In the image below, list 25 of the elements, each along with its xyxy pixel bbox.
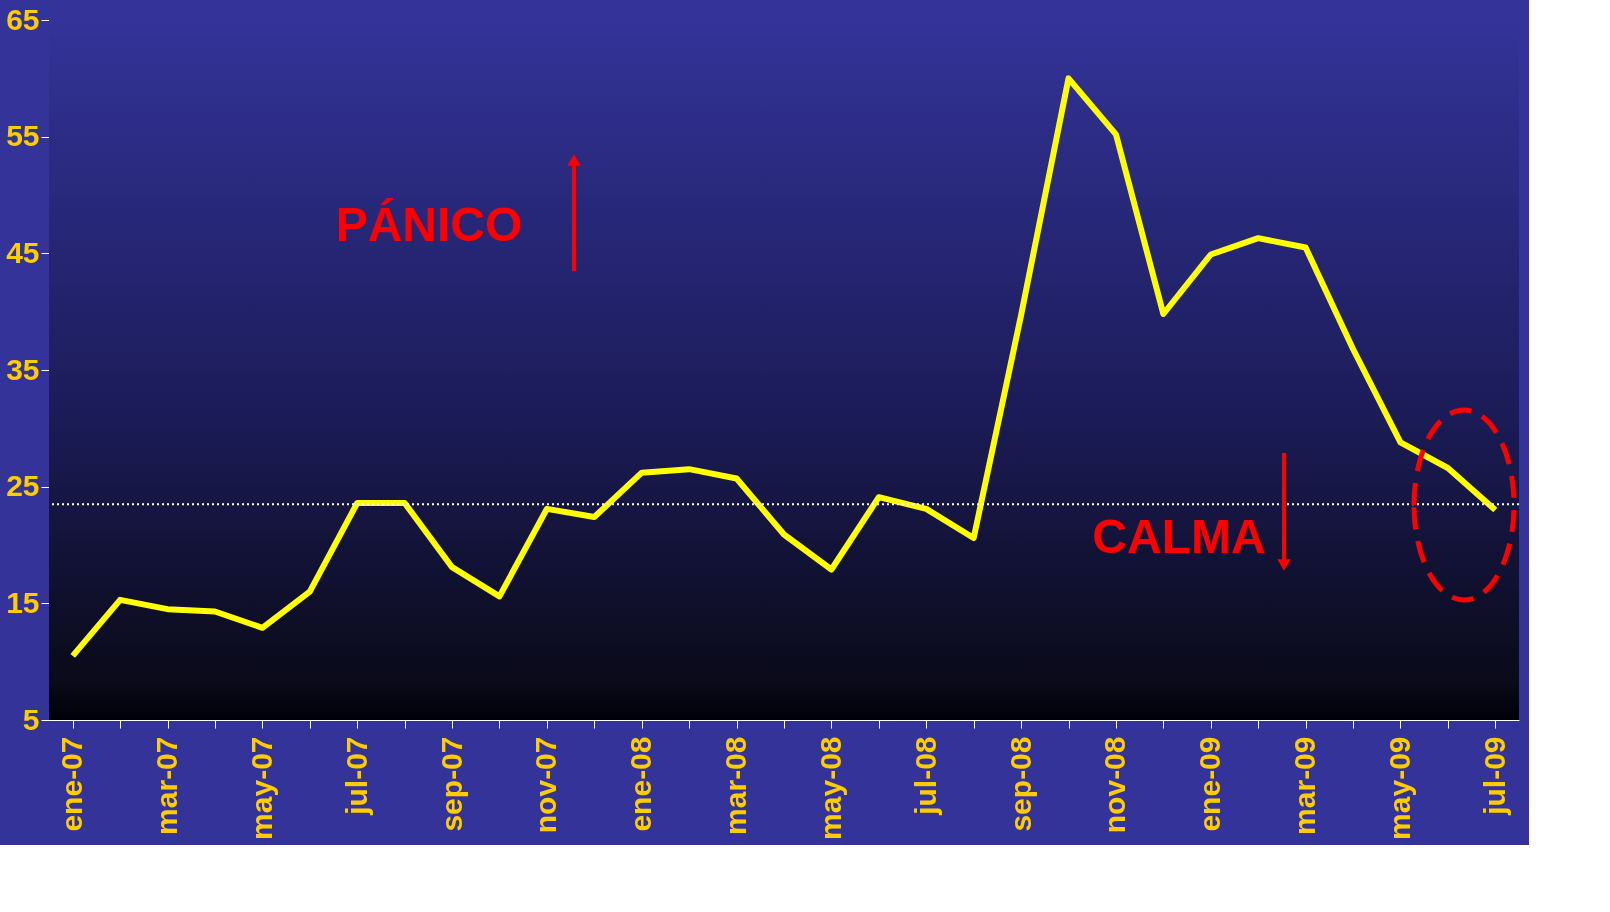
y-tick-label: 45 (6, 235, 40, 269)
x-tick-label: mar-09 (1288, 736, 1322, 835)
y-tick-label: 55 (6, 119, 40, 153)
x-tick-label: ene-07 (55, 736, 89, 832)
annotation: PÁNICO (335, 198, 523, 251)
x-tick-label: jul-09 (1477, 736, 1511, 816)
x-tick-label: sep-08 (1003, 736, 1037, 832)
x-tick-label: ene-08 (624, 736, 658, 832)
x-tick-label: ene-09 (1193, 736, 1227, 832)
x-tick-label: jul-08 (908, 736, 942, 816)
x-tick-label: mar-07 (150, 736, 184, 835)
x-tick-label: nov-07 (529, 736, 563, 834)
x-tick-label: sep-07 (434, 736, 468, 832)
x-tick-label: may-08 (813, 736, 847, 840)
x-tick-label: jul-07 (339, 736, 373, 816)
y-tick-label: 5 (22, 702, 40, 736)
x-tick-label: may-09 (1382, 736, 1416, 840)
y-tick-label: 25 (6, 469, 40, 503)
x-tick-label: nov-08 (1098, 736, 1132, 834)
y-tick-label: 35 (6, 352, 40, 386)
y-tick-label: 15 (6, 585, 40, 619)
y-tick-label: 65 (6, 2, 40, 36)
x-tick-label: may-07 (244, 736, 278, 840)
annotation: CALMA (1092, 510, 1266, 563)
x-tick-label: mar-08 (719, 736, 753, 835)
